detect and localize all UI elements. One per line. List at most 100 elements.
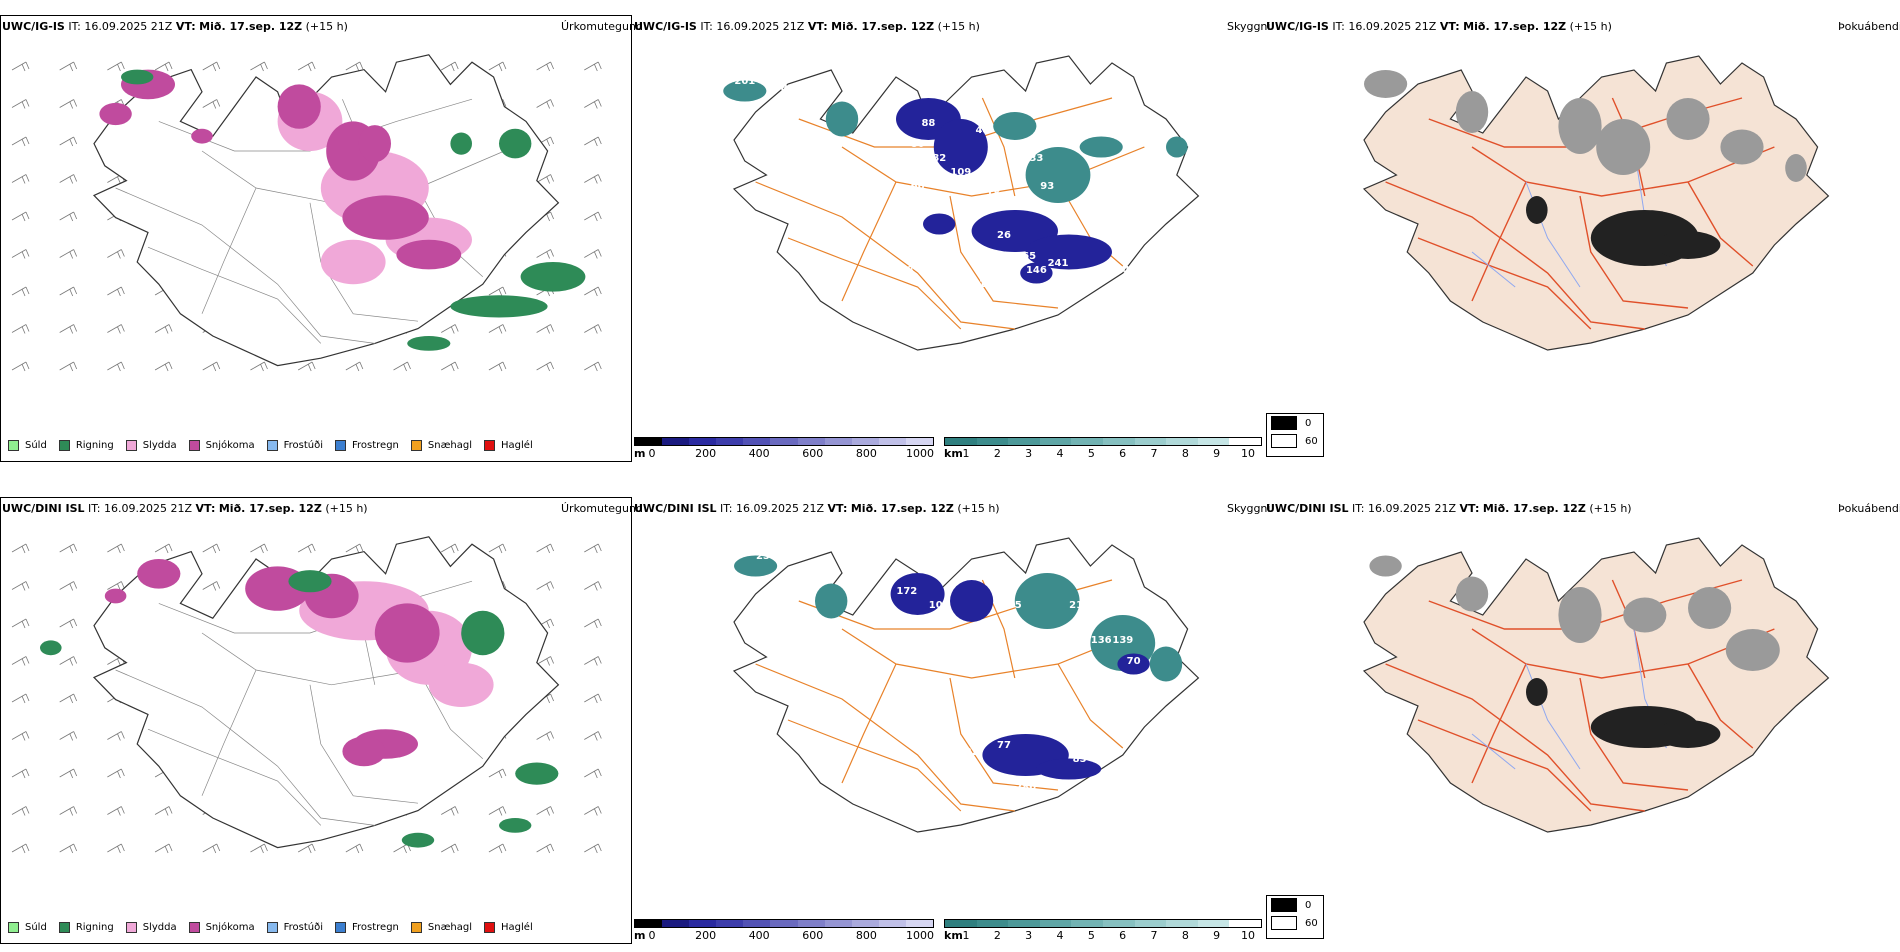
high-terrain-cloud-area (923, 213, 956, 235)
header-it-value: 16.09.2025 21Z (736, 502, 825, 515)
wind-barb (297, 61, 316, 72)
cloud-base-value: 90 (986, 635, 1000, 646)
low-cloud-area (723, 80, 767, 102)
wind-barb (250, 843, 268, 854)
low-cloud-area (1166, 136, 1188, 158)
river-line (1471, 733, 1516, 770)
legend-item-snjókoma: Snjókoma (188, 440, 255, 451)
wind-barb (11, 211, 30, 222)
fog-area (1596, 119, 1651, 175)
header-vt-value: Mið. 17.sep. 12Z (1463, 20, 1567, 33)
rain-area (461, 610, 505, 656)
fog-area (1455, 576, 1489, 612)
wind-barb (488, 806, 507, 816)
cloud-base-value: 93 (1040, 181, 1054, 192)
header-it-label: IT: (1352, 502, 1365, 515)
wind-barb (345, 61, 364, 72)
wind-barb (154, 843, 173, 854)
header-it-value: 16.09.2025 21Z (84, 20, 173, 33)
cloud-base-value: 91 (1029, 817, 1043, 828)
colorbar-swatch (662, 438, 690, 445)
low-cloud-area (815, 583, 848, 619)
wind-barb (536, 249, 554, 259)
colorbar-swatch (824, 438, 852, 445)
iceland-outline-fog (1362, 537, 1830, 833)
wind-barb (202, 543, 221, 554)
height-colorbar: m 0 200 400 600 800 1000 (634, 919, 934, 943)
fog-legend-row: 0 (1267, 896, 1323, 914)
wind-barb (250, 361, 268, 372)
road-line (1385, 663, 1645, 812)
header-it-value: 16.09.2025 21Z (1348, 20, 1437, 33)
wind-barb (107, 806, 125, 816)
header-model: UWC/DINI ISL (2, 502, 85, 515)
colorbar-swatches (634, 919, 934, 928)
colorbar-tick-label: 0 (648, 929, 656, 942)
wind-barb (107, 543, 125, 554)
wind-barb (536, 324, 554, 334)
wind-barb (584, 843, 602, 854)
cloud-base-value: 55 (1008, 600, 1022, 611)
legend-swatch (266, 922, 278, 933)
header-vt-label: VT: (175, 20, 196, 33)
wind-barb (59, 136, 78, 147)
wind-barb (250, 61, 268, 72)
fog-legend-row: 60 (1267, 914, 1323, 932)
cloud-base-value: 250 (1026, 307, 1047, 318)
wind-barb (202, 99, 221, 109)
colorbar-tick-label: 10 (1241, 447, 1255, 460)
header-vt-label: VT: (195, 502, 216, 515)
header-vt-value: Mið. 17.sep. 12Z (1482, 502, 1586, 515)
high-terrain-cloud-area (1025, 234, 1113, 270)
colorbar-swatch (1008, 438, 1040, 445)
colorbar-swatch (716, 438, 744, 445)
wind-barb (202, 61, 221, 72)
high-terrain-cloud-area (933, 119, 988, 175)
colorbar-tick-label: 9 (1213, 447, 1221, 460)
cloud-base-value: 64 (1116, 265, 1130, 276)
header-it-label: IT: (88, 502, 101, 515)
header-vt-value: Mið. 17.sep. 12Z (831, 20, 935, 33)
rain-area (499, 128, 532, 159)
wind-barb (11, 61, 30, 72)
high-terrain-cloud-area (950, 580, 994, 622)
wind-barb (11, 806, 30, 816)
panel-title-fog: Þokuábendi (1838, 20, 1900, 33)
legend-item-snæhagl: Snæhagl (410, 922, 472, 933)
cloud-base-value: 78 (900, 244, 914, 255)
road-line (201, 187, 257, 314)
colorbar-tick-label: 0 (648, 447, 656, 460)
panel-title-cloud: Skyggni (1227, 20, 1271, 33)
fog-legend-label: 60 (1305, 435, 1318, 447)
wind-barb (536, 361, 554, 372)
colorbar-swatches (944, 919, 1262, 928)
fog-legend-label: 60 (1305, 917, 1318, 929)
wind-barb (441, 543, 459, 554)
wind-barb (107, 61, 125, 72)
colorbar-swatch (797, 920, 825, 927)
fog-area (1369, 555, 1402, 577)
legend-label: Frostregn (352, 440, 399, 451)
legend-item-snæhagl: Snæhagl (410, 440, 472, 451)
road-line (787, 719, 962, 812)
colorbar-tick-label: 400 (748, 447, 770, 460)
header-lead: (+15 h) (1589, 502, 1632, 515)
colorbar-tick-label: 1 (962, 929, 970, 942)
legend-swatch (335, 922, 346, 933)
dense-fog-area (1526, 196, 1548, 224)
wind-barb (536, 581, 554, 591)
legend-item-slydda: Slydda (125, 922, 177, 933)
wind-barb (536, 731, 554, 741)
colorbar-tick-label: 8 (1181, 447, 1189, 460)
colorbar-tick-label: 200 (695, 447, 717, 460)
wind-barb (11, 843, 30, 854)
panel-header-cloud: UWC/DINI ISL IT: 16.09.2025 21Z VT: Mið.… (634, 502, 1000, 515)
legend-swatch (8, 440, 19, 451)
rain-area (40, 640, 62, 656)
wind-barb (584, 361, 602, 372)
snow-area (191, 128, 213, 144)
wind-barb (11, 174, 30, 184)
road-line (949, 677, 1059, 791)
wind-barb (107, 286, 125, 297)
fog-area (1558, 587, 1602, 643)
